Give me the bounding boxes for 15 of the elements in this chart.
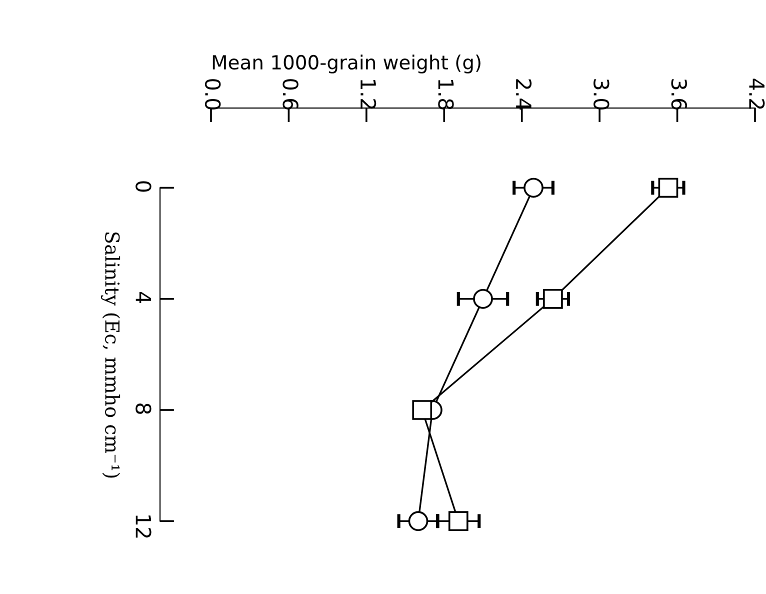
x-tick-label: 2.4 [516, 79, 532, 110]
y-tick-label: 12 [136, 515, 152, 538]
point [408, 511, 428, 532]
point [473, 288, 493, 309]
point [658, 178, 678, 198]
y-tick-label: 0 [136, 181, 152, 192]
y-tick-label: 4 [136, 292, 152, 304]
x-tick-label: 4.2 [749, 78, 765, 109]
point [412, 400, 432, 420]
y-tick-label: 8 [136, 404, 152, 414]
point [524, 178, 544, 198]
x-axis-title: Mean 1000-grain weight (g) [212, 54, 480, 74]
point [448, 511, 468, 532]
point [543, 288, 563, 309]
y-axis-title: Salinity (Ec, mmho cm⁻¹) [100, 232, 120, 478]
